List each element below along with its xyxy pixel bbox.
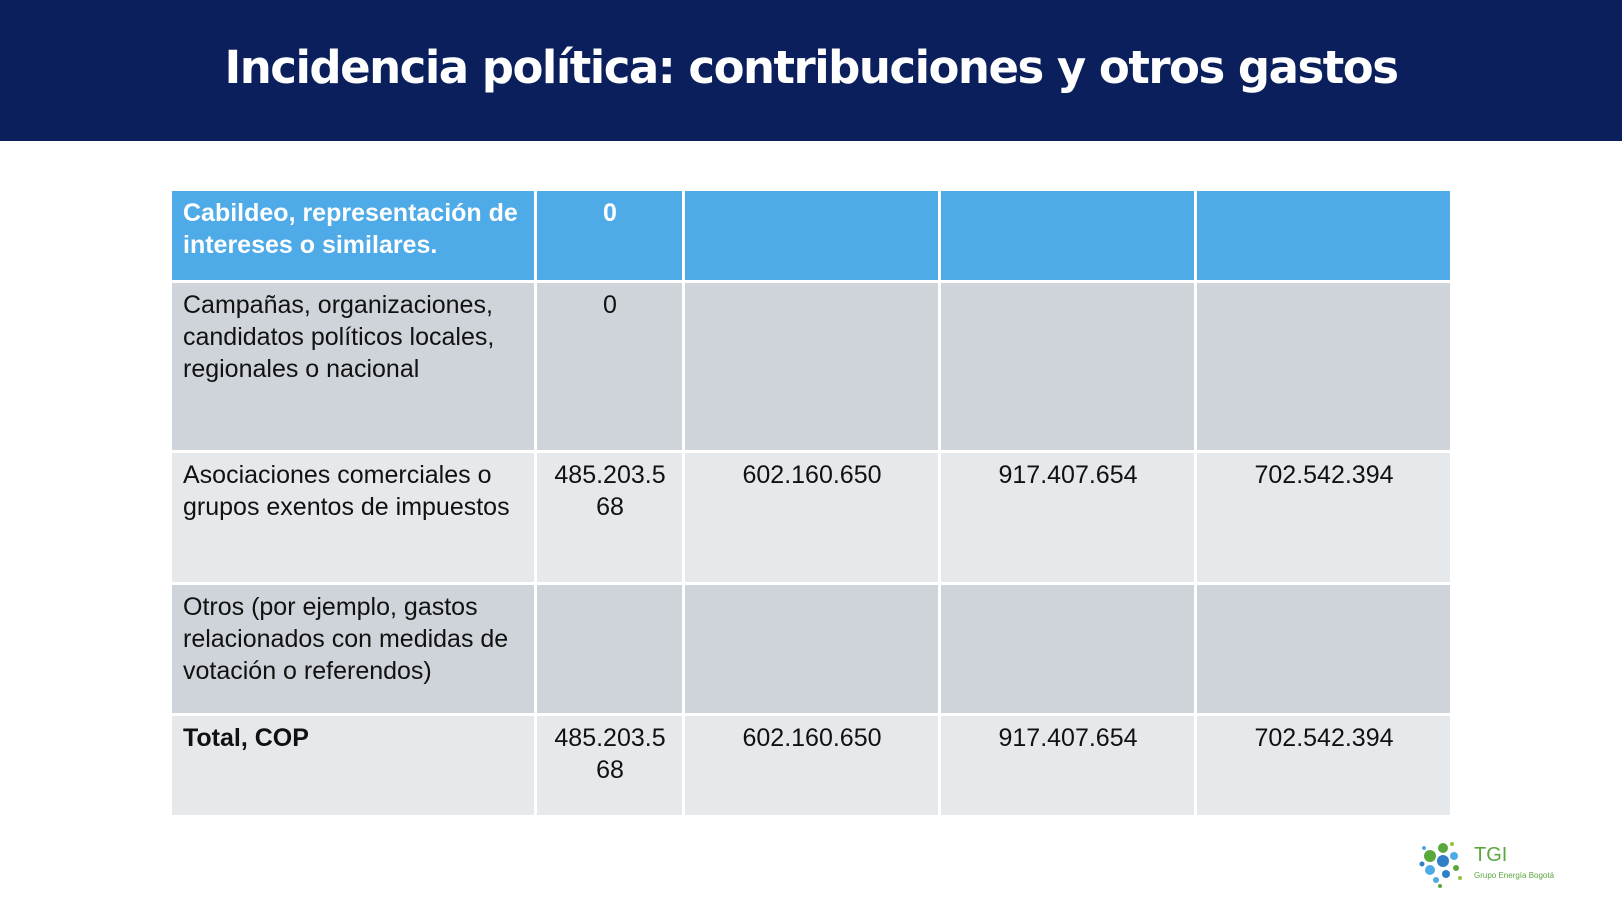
table-row-total: Total, COP 485.203.568 602.160.650 917.4… [169, 713, 1453, 818]
page-title: Incidencia política: contribuciones y ot… [224, 41, 1399, 94]
row-label: Asociaciones comerciales o grupos exento… [169, 450, 537, 585]
logo-name: TGI [1474, 844, 1508, 866]
row-label: Total, COP [169, 713, 537, 818]
table-cell [534, 582, 685, 716]
table-cell [1194, 280, 1453, 453]
row-label: Cabildeo, representación de intereses o … [169, 188, 537, 283]
company-logo: TGI Grupo Energía Bogotá [1416, 836, 1556, 892]
table-cell: 602.160.650 [682, 450, 941, 585]
table-cell: 602.160.650 [682, 713, 941, 818]
table-cell [682, 582, 941, 716]
table-cell [1194, 582, 1453, 716]
table-cell [682, 188, 941, 283]
table-cell: 485.203.568 [534, 713, 685, 818]
title-bar: Incidencia política: contribuciones y ot… [0, 0, 1622, 141]
table-cell [1194, 188, 1453, 283]
logo-subtitle: Grupo Energía Bogotá [1474, 871, 1555, 880]
table-cell [938, 188, 1197, 283]
row-label: Campañas, organizaciones, candidatos pol… [169, 280, 537, 453]
table-cell [682, 280, 941, 453]
table-cell: 0 [534, 280, 685, 453]
table-cell: 485.203.568 [534, 450, 685, 585]
table-cell: 702.542.394 [1194, 450, 1453, 585]
table-cell: 702.542.394 [1194, 713, 1453, 818]
table-cell: 917.407.654 [938, 450, 1197, 585]
table-cell: 917.407.654 [938, 713, 1197, 818]
table-row-campaigns: Campañas, organizaciones, candidatos pol… [169, 280, 1453, 453]
contributions-table: Cabildeo, representación de intereses o … [169, 188, 1453, 818]
table-row-trade-associations: Asociaciones comerciales o grupos exento… [169, 450, 1453, 585]
table-cell: 0 [534, 188, 685, 283]
table-cell [938, 582, 1197, 716]
row-label: Otros (por ejemplo, gastos relacionados … [169, 582, 537, 716]
table-row-other: Otros (por ejemplo, gastos relacionados … [169, 582, 1453, 716]
table-row-lobbying: Cabildeo, representación de intereses o … [169, 188, 1453, 283]
dots-logo-icon [1419, 842, 1462, 888]
table-cell [938, 280, 1197, 453]
